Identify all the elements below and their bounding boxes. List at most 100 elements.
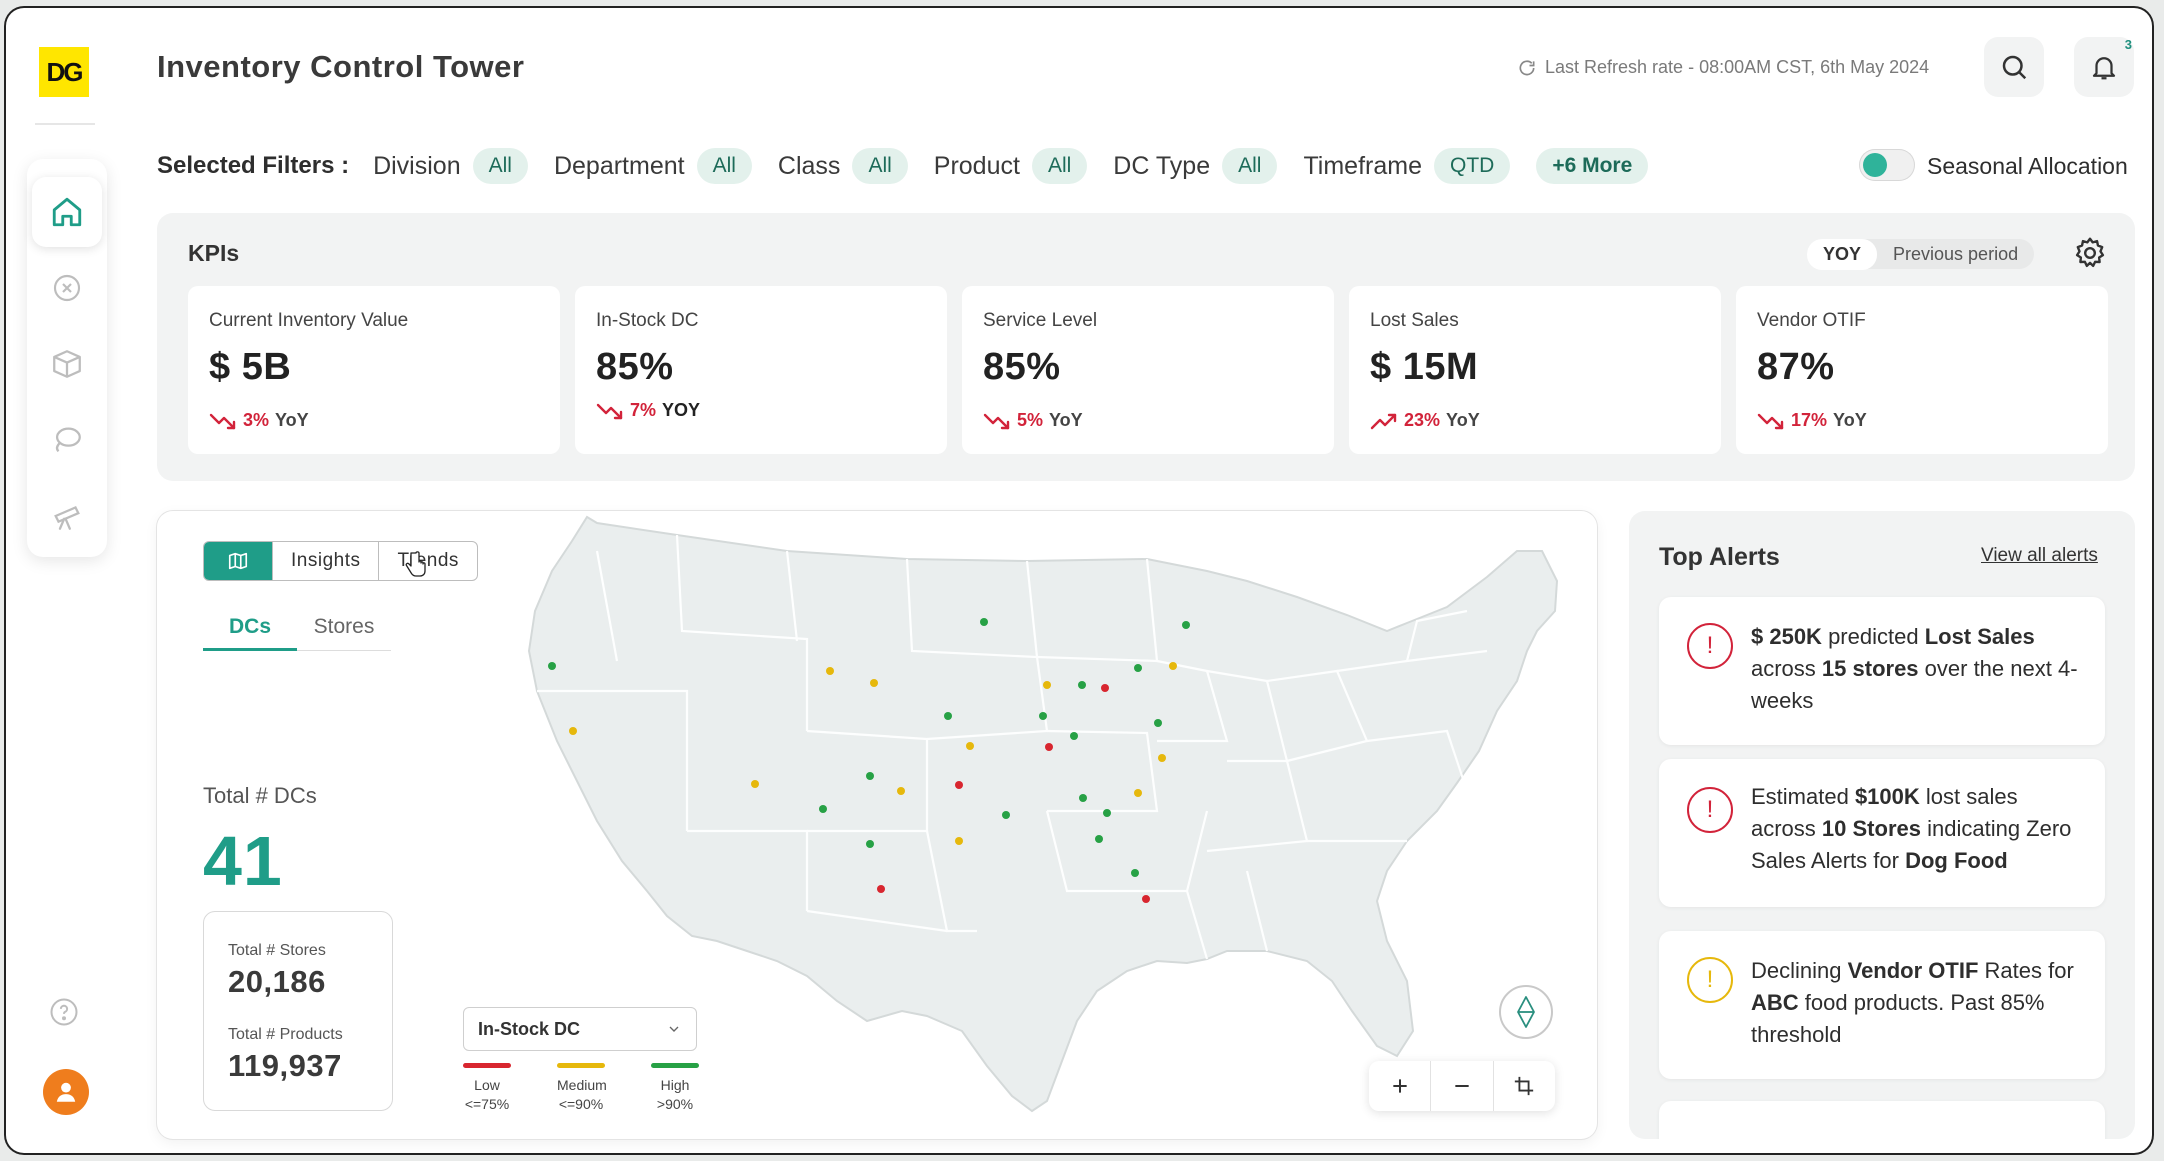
- more-filters-button[interactable]: +6 More: [1536, 148, 1649, 184]
- dc-marker[interactable]: [1134, 789, 1142, 797]
- dc-marker[interactable]: [966, 742, 974, 750]
- dc-marker[interactable]: [897, 787, 905, 795]
- stores-tab[interactable]: Stores: [297, 615, 391, 651]
- dc-marker[interactable]: [955, 837, 963, 845]
- map-metric-dropdown[interactable]: In-Stock DC: [463, 1007, 697, 1051]
- sidebar-item-exceptions[interactable]: [32, 253, 102, 323]
- seasonal-allocation-toggle[interactable]: [1859, 149, 1915, 181]
- dc-marker[interactable]: [955, 781, 963, 789]
- crop-frame-icon: [1515, 1076, 1534, 1096]
- dc-marker[interactable]: [1169, 662, 1177, 670]
- legend-low-swatch: [463, 1063, 511, 1068]
- kpi-card-inventory-value[interactable]: Current Inventory Value $ 5B 3% YoY: [188, 286, 560, 454]
- dg-logo[interactable]: DG: [39, 47, 89, 97]
- dc-marker[interactable]: [1079, 794, 1087, 802]
- us-map[interactable]: [507, 511, 1597, 1139]
- dc-marker[interactable]: [1002, 811, 1010, 819]
- dc-marker[interactable]: [1134, 664, 1142, 672]
- alert-high-icon: !: [1687, 787, 1733, 833]
- alert-text: Estimated $100K lost sales across 10 Sto…: [1751, 781, 2081, 877]
- dc-marker[interactable]: [1039, 712, 1047, 720]
- filter-dc-type-chip[interactable]: All: [1222, 148, 1278, 184]
- map-sub-tabs: DCs Stores: [203, 615, 391, 651]
- dc-marker[interactable]: [866, 772, 874, 780]
- filter-timeframe-chip[interactable]: QTD: [1433, 148, 1511, 184]
- map-metric-value: In-Stock DC: [478, 1018, 581, 1039]
- alert-part: food products. Past 85% threshold: [1751, 989, 2045, 1047]
- dc-marker[interactable]: [980, 618, 988, 626]
- total-dcs-label: Total # DCs: [203, 783, 317, 808]
- alert-card-partial[interactable]: [1659, 1101, 2105, 1139]
- dc-marker[interactable]: [1154, 719, 1162, 727]
- filter-class-chip[interactable]: All: [852, 148, 908, 184]
- chevron-down-icon: [669, 1026, 679, 1032]
- dc-marker[interactable]: [1182, 621, 1190, 629]
- compare-previous-period-option[interactable]: Previous period: [1893, 243, 2019, 264]
- help-icon[interactable]: [49, 997, 79, 1027]
- sidebar-item-lasso[interactable]: [32, 405, 102, 475]
- notifications-button[interactable]: 3: [2074, 37, 2134, 97]
- user-avatar[interactable]: [43, 1069, 89, 1115]
- alert-part: Declining: [1751, 958, 1848, 983]
- dc-marker[interactable]: [877, 885, 885, 893]
- kpi-value: $ 5B: [209, 346, 292, 388]
- compare-yoy-option[interactable]: YOY: [1807, 238, 1878, 270]
- filter-division-label: Division: [373, 151, 461, 180]
- sidebar-item-home[interactable]: [32, 177, 102, 247]
- dc-marker[interactable]: [1158, 754, 1166, 762]
- search-button[interactable]: [1984, 37, 2044, 97]
- legend-low-label: Low: [474, 1077, 500, 1093]
- dc-marker[interactable]: [751, 780, 759, 788]
- kpi-card-in-stock-dc[interactable]: In-Stock DC 85% 7% YOY: [575, 286, 947, 454]
- dc-marker[interactable]: [1131, 869, 1139, 877]
- trends-tab[interactable]: Trends: [397, 550, 459, 571]
- compass-button[interactable]: [1499, 985, 1553, 1039]
- filter-timeframe-label: Timeframe: [1303, 151, 1422, 180]
- dc-marker[interactable]: [826, 667, 834, 675]
- kpi-trend: 23% YoY: [1370, 410, 1480, 431]
- filter-department-chip[interactable]: All: [696, 148, 752, 184]
- view-all-alerts-link[interactable]: View all alerts: [1981, 545, 2098, 566]
- alert-card[interactable]: ! $ 250K predicted Lost Sales across 15 …: [1659, 597, 2105, 745]
- dc-marker[interactable]: [569, 727, 577, 735]
- alert-card[interactable]: ! Estimated $100K lost sales across 10 S…: [1659, 759, 2105, 907]
- kpi-card-service-level[interactable]: Service Level 85% 5% YoY: [962, 286, 1334, 454]
- dc-marker[interactable]: [548, 662, 556, 670]
- dc-marker[interactable]: [1101, 684, 1109, 692]
- map-view-tab[interactable]: [204, 542, 273, 580]
- kpi-card-vendor-otif[interactable]: Vendor OTIF 87% 17% YoY: [1736, 286, 2108, 454]
- kpi-card-lost-sales[interactable]: Lost Sales $ 15M 23% YoY: [1349, 286, 1721, 454]
- refresh-icon[interactable]: [1517, 58, 1537, 78]
- alert-card[interactable]: ! Declining Vendor OTIF Rates for ABC fo…: [1659, 931, 2105, 1079]
- sidebar-item-inventory[interactable]: [32, 329, 102, 399]
- dc-marker[interactable]: [1095, 835, 1103, 843]
- lasso-icon: [55, 427, 81, 453]
- dc-marker[interactable]: [1103, 809, 1111, 817]
- dc-marker[interactable]: [1078, 681, 1086, 689]
- fit-map-button[interactable]: [1494, 1061, 1555, 1111]
- zoom-out-button[interactable]: [1431, 1061, 1494, 1111]
- dc-marker[interactable]: [1070, 732, 1078, 740]
- dcs-tab[interactable]: DCs: [203, 615, 297, 651]
- filter-division-chip[interactable]: All: [472, 148, 528, 184]
- dc-marker[interactable]: [870, 679, 878, 687]
- dc-marker[interactable]: [1043, 681, 1051, 689]
- dc-marker[interactable]: [819, 805, 827, 813]
- alert-emph: Dog Food: [1905, 847, 2008, 873]
- trend-down-icon: [209, 413, 236, 429]
- toggle-knob: [1863, 153, 1887, 177]
- zoom-in-button[interactable]: [1369, 1061, 1432, 1111]
- filter-dc-type-label: DC Type: [1113, 151, 1211, 180]
- sidebar: [27, 159, 107, 557]
- kpi-change-pct: 23%: [1404, 410, 1441, 430]
- sidebar-item-explore[interactable]: [32, 481, 102, 551]
- totals-box: Total # Stores 20,186 Total # Products 1…: [203, 911, 393, 1111]
- insights-tab[interactable]: Insights: [273, 542, 380, 580]
- gear-icon[interactable]: [2072, 235, 2108, 271]
- map-icon: [228, 552, 248, 570]
- dc-marker[interactable]: [1142, 895, 1150, 903]
- filter-product-chip[interactable]: All: [1031, 148, 1088, 184]
- dc-marker[interactable]: [1045, 743, 1053, 751]
- dc-marker[interactable]: [866, 840, 874, 848]
- dc-marker[interactable]: [944, 712, 952, 720]
